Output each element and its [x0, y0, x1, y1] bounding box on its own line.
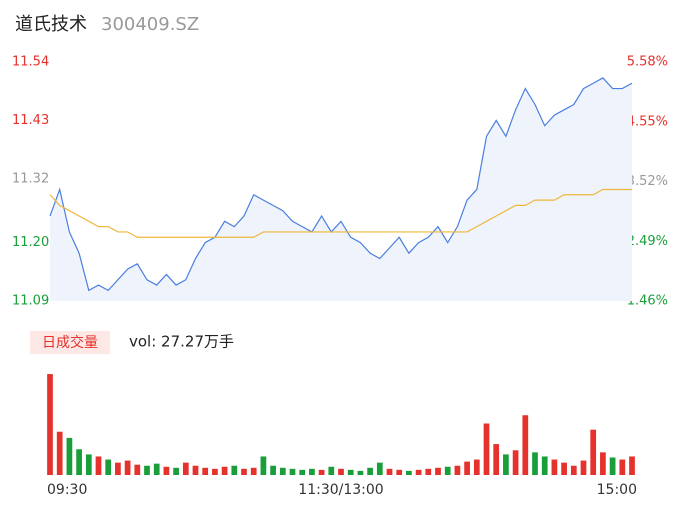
x-tick-label: 09:30	[47, 482, 87, 498]
x-tick-label: 15:00	[597, 482, 637, 498]
average-line	[49, 188, 632, 238]
volume-bar	[570, 465, 577, 475]
volume-bar	[241, 468, 247, 475]
y2-tick-label: 2.49%	[627, 234, 668, 249]
volume-bar	[76, 449, 82, 475]
volume-bar	[299, 469, 306, 475]
volume-bar	[173, 467, 179, 475]
y2-tick-label: 3.52%	[627, 174, 668, 189]
volume-bar	[464, 461, 470, 475]
volume-bar	[338, 468, 344, 475]
volume-bar	[541, 456, 548, 475]
volume-bar	[289, 468, 296, 475]
volume-bar	[376, 462, 383, 475]
volume-bar	[144, 465, 150, 475]
volume-bar	[56, 431, 63, 475]
price-area	[50, 77, 632, 301]
volume-bar	[163, 466, 170, 475]
volume-bar	[134, 464, 141, 475]
chart-title: 道氏技术	[15, 14, 87, 35]
volume-bar	[473, 459, 480, 475]
y-tick-label: 11.32	[12, 171, 49, 186]
volume-bar	[512, 450, 519, 475]
volume-bar	[347, 469, 354, 475]
volume-bar	[115, 462, 121, 475]
x-tick-label: 11:30/13:00	[298, 482, 383, 498]
volume-bar	[483, 423, 490, 475]
volume-bar	[260, 456, 267, 475]
volume-bar	[47, 374, 53, 475]
volume-bar	[406, 470, 412, 475]
volume-bar	[318, 469, 325, 475]
y-tick-label: 11.09	[12, 294, 49, 309]
y2-tick-label: 1.46%	[627, 294, 668, 309]
volume-bar	[580, 460, 587, 475]
volume-bar	[503, 454, 509, 475]
volume-bar	[153, 463, 160, 475]
volume-bar	[435, 467, 441, 475]
volume-bar	[619, 459, 626, 475]
volume-bar	[590, 429, 597, 475]
volume-bar	[250, 467, 257, 475]
volume-bar	[415, 469, 422, 475]
volume-bar	[454, 465, 461, 475]
volume-bar	[221, 466, 228, 475]
price-line	[49, 77, 633, 292]
volume-legend-box	[30, 331, 110, 354]
volume-bar	[270, 465, 276, 475]
volume-bar	[600, 452, 606, 475]
y-tick-label: 11.43	[12, 113, 49, 128]
volume-bar	[367, 467, 373, 475]
volume-bar	[95, 456, 102, 475]
y2-tick-label: 5.58%	[627, 55, 668, 70]
volume-bar	[609, 457, 616, 475]
volume-bar	[231, 465, 238, 475]
volume-bar	[66, 437, 73, 475]
volume-bar	[493, 444, 500, 475]
volume-bar	[124, 460, 131, 475]
volume-bar	[396, 469, 403, 475]
volume-bar	[532, 452, 538, 475]
stock-code: 300409.SZ	[101, 14, 199, 35]
volume-bar	[522, 415, 529, 475]
volume-bar	[328, 466, 335, 475]
volume-bar	[85, 454, 92, 475]
volume-bar	[192, 465, 199, 475]
volume-legend: 日成交量	[42, 334, 98, 351]
volume-bar	[182, 462, 189, 475]
volume-label: vol: 27.27万手	[129, 333, 234, 351]
volume-bar	[309, 468, 315, 475]
volume-bar	[212, 468, 218, 475]
volume-bar	[105, 459, 112, 475]
volume-bar	[629, 456, 635, 475]
volume-bar	[425, 468, 432, 475]
y-tick-label: 11.20	[12, 235, 49, 250]
volume-bar	[386, 468, 393, 475]
volume-bar	[551, 459, 558, 475]
volume-bar	[279, 467, 286, 475]
y2-tick-label: 4.55%	[627, 114, 668, 129]
volume-bar	[202, 467, 209, 475]
volume-bar	[561, 462, 567, 475]
volume-bar	[357, 470, 364, 475]
y-tick-label: 11.54	[12, 55, 49, 70]
volume-bar	[444, 466, 451, 475]
